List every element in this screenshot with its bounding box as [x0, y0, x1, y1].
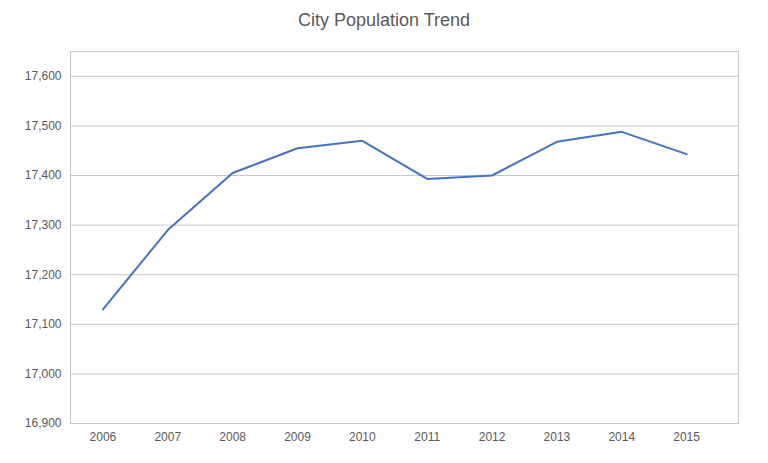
svg-text:2013: 2013	[544, 430, 571, 444]
html-text:City Population Trend: City Population Trend	[297, 10, 470, 30]
svg-text:17,100: 17,100	[25, 317, 62, 331]
svg-text:17,000: 17,000	[25, 367, 62, 381]
svg-text:17,200: 17,200	[25, 268, 62, 282]
svg-text:2014: 2014	[608, 430, 635, 444]
svg-text:16,900: 16,900	[25, 416, 62, 430]
svg-text:17,300: 17,300	[25, 218, 62, 232]
svg-text:2007: 2007	[154, 430, 181, 444]
svg-text:2011: 2011	[414, 430, 440, 444]
svg-text:2006: 2006	[90, 430, 117, 444]
svg-text:17,500: 17,500	[25, 119, 62, 133]
svg-text:2012: 2012	[479, 430, 506, 444]
svg-text:17,600: 17,600	[25, 69, 62, 83]
svg-text:2009: 2009	[284, 430, 311, 444]
svg-text:2008: 2008	[219, 430, 246, 444]
svg-text:2015: 2015	[673, 430, 700, 444]
svg-text:17,400: 17,400	[25, 168, 62, 182]
svg-text:2010: 2010	[349, 430, 376, 444]
